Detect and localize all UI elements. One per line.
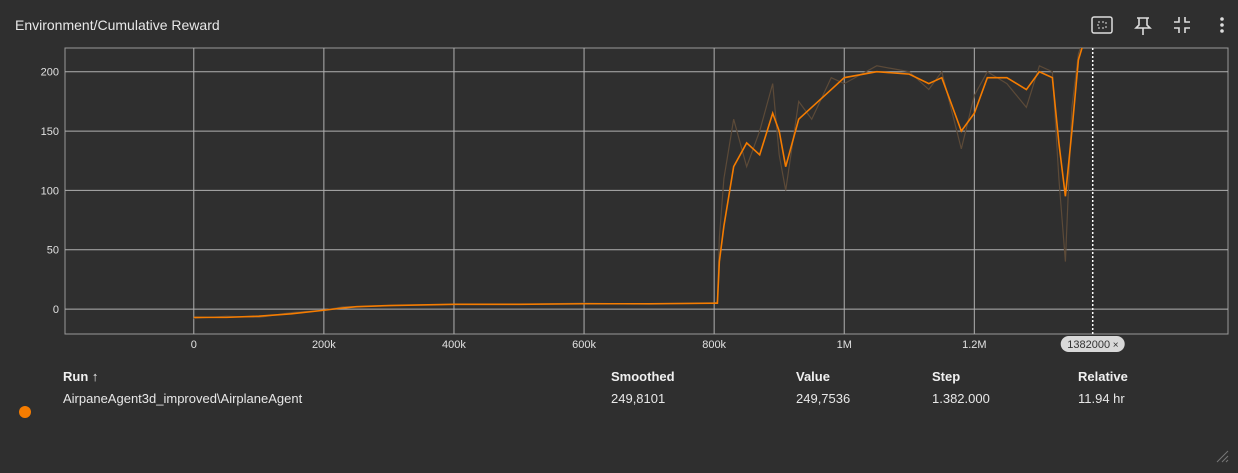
x-tick-label: 400k — [442, 339, 466, 351]
table-cell: 1.382.000 — [932, 391, 990, 406]
series-line — [193, 48, 1083, 319]
table-cell: AirpaneAgent3d_improved\AirplaneAgent — [63, 391, 303, 406]
plot-frame — [64, 47, 1229, 335]
x-tick-label: 800k — [702, 339, 726, 351]
table-cell: 11.94 hr — [1078, 391, 1125, 406]
plot-lines — [193, 48, 1083, 320]
column-header[interactable]: Run ↑ — [63, 369, 99, 384]
x-tick-label: 600k — [572, 339, 596, 351]
x-tick-label: 200k — [312, 339, 336, 351]
table-cell: 249,7536 — [796, 391, 851, 406]
hover-close: × — [1113, 340, 1119, 351]
resize-handle[interactable] — [1214, 448, 1230, 464]
hover-chip — [1060, 336, 1125, 352]
x-tick-label: 0 — [191, 339, 197, 351]
table-cell: 249,8101 — [611, 391, 666, 406]
y-tick-label: 50 — [47, 245, 59, 257]
series-line — [193, 48, 1082, 320]
y-tick-label: 150 — [41, 126, 59, 138]
run-color-dot[interactable] — [17, 404, 33, 420]
pin-icon[interactable] — [1133, 15, 1153, 37]
x-tick-label: 1.2M — [962, 339, 986, 351]
hover-step-label: 1382000 — [1067, 339, 1110, 351]
collapse-icon[interactable] — [1172, 15, 1192, 35]
x-tick-label: 1M — [837, 339, 852, 351]
card-title: Environment/Cumulative Reward — [15, 17, 220, 33]
grid — [64, 47, 1229, 335]
column-header[interactable]: Relative — [1078, 369, 1128, 384]
menu-icon[interactable] — [1214, 15, 1230, 35]
y-tick-label: 200 — [41, 67, 59, 79]
y-tick-label: 0 — [53, 304, 59, 316]
column-header[interactable]: Step — [932, 369, 961, 384]
y-tick-label: 100 — [41, 185, 59, 197]
chart: 0 50 100 150 200 0 200k 400k 600k 800k 1M 1.2M 13820… — [41, 47, 1229, 352]
column-header[interactable]: Smoothed — [611, 369, 675, 384]
column-header[interactable]: Value — [796, 369, 830, 384]
fit-icon[interactable] — [1090, 15, 1114, 35]
axis-labels: 0 50 100 150 200 0 200k 400k 600k 800k 1M 1.2M 13820… — [41, 67, 1125, 352]
